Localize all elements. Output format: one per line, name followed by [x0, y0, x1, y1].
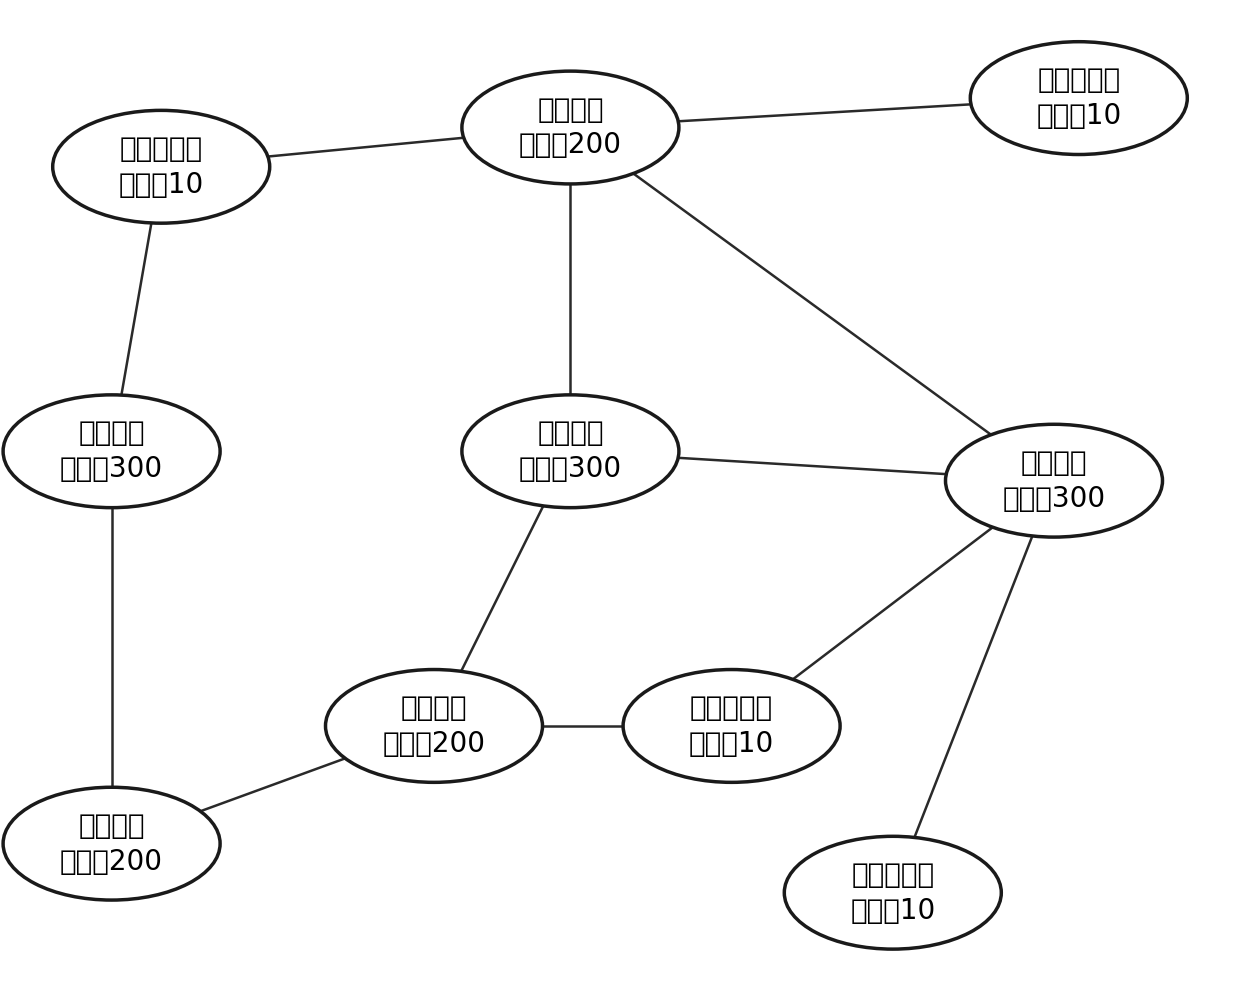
- Ellipse shape: [461, 71, 680, 183]
- Ellipse shape: [461, 394, 680, 508]
- Text: 飞行数据采
集装置10: 飞行数据采 集装置10: [851, 861, 935, 924]
- Ellipse shape: [945, 424, 1163, 538]
- Text: 飞行数据采
集装置10: 飞行数据采 集装置10: [119, 135, 203, 198]
- Text: 区块链挖
矿节点300: 区块链挖 矿节点300: [1002, 449, 1106, 512]
- Ellipse shape: [2, 394, 221, 508]
- Text: 区块链节
点设备200: 区块链节 点设备200: [518, 96, 622, 159]
- Ellipse shape: [53, 111, 270, 224]
- Text: 飞行数据采
集装置10: 飞行数据采 集装置10: [689, 695, 774, 757]
- Ellipse shape: [784, 836, 1002, 950]
- Ellipse shape: [2, 787, 221, 901]
- Text: 区块链挖
矿节点300: 区块链挖 矿节点300: [60, 420, 164, 483]
- Ellipse shape: [622, 669, 839, 783]
- Ellipse shape: [970, 41, 1188, 154]
- Text: 区块链挖
矿节点300: 区块链挖 矿节点300: [518, 420, 622, 483]
- Text: 区块链节
点设备200: 区块链节 点设备200: [382, 695, 486, 757]
- Text: 飞行数据采
集装置10: 飞行数据采 集装置10: [1037, 67, 1121, 129]
- Ellipse shape: [325, 669, 543, 783]
- Text: 区块链节
点设备200: 区块链节 点设备200: [60, 812, 164, 875]
